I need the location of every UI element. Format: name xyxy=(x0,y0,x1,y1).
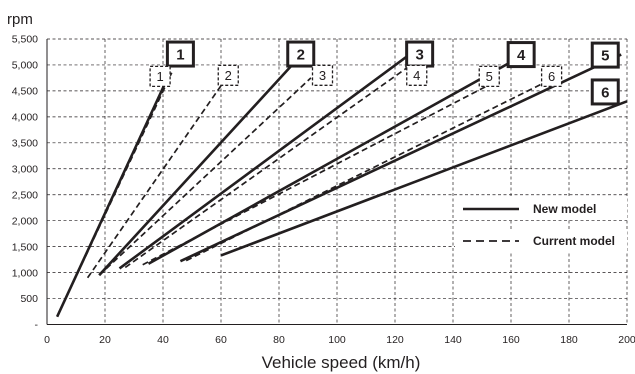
legend: New model Current model xyxy=(455,198,627,251)
series-lines xyxy=(55,53,628,318)
gear-badge-label: 4 xyxy=(413,68,420,83)
x-tick-label: 20 xyxy=(99,334,111,346)
x-tick-label: 40 xyxy=(157,334,169,346)
current-model-gear-4-line xyxy=(124,65,410,269)
x-tick-label: 140 xyxy=(444,334,462,346)
current-model-gear-6-line xyxy=(185,79,550,262)
axes xyxy=(46,39,627,325)
current-model-gear-4-badge: 4 xyxy=(406,64,428,86)
x-tick-label: 160 xyxy=(502,334,520,346)
gear-badge-box xyxy=(540,65,563,88)
gear-badge-box xyxy=(286,40,316,68)
gear-badge-label: 4 xyxy=(517,47,526,64)
gear-badge-label: 5 xyxy=(601,48,609,65)
gear-badge-box xyxy=(478,65,500,88)
x-tick-label: 180 xyxy=(560,334,578,346)
gear-badge-label: 2 xyxy=(297,47,305,64)
new-model-gear-4-badge: 4 xyxy=(506,41,536,69)
current-model-gear-5-badge: 5 xyxy=(478,65,500,88)
current-model-gear-6-badge: 6 xyxy=(540,65,563,88)
legend-background xyxy=(455,198,627,219)
gear-badge-label: 2 xyxy=(225,68,232,83)
new-model-gear-5-line xyxy=(179,53,622,263)
new-model-gear-2-line xyxy=(98,56,301,277)
x-axis-label: Vehicle speed (km/h) xyxy=(262,353,421,372)
legend-entry-label: Current model xyxy=(533,234,615,248)
y-tick-label: 1,500 xyxy=(12,241,38,253)
new-model-gear-3-badge: 3 xyxy=(405,40,435,68)
y-tick-labels: - 500 1,000 1,500 2,000 2,500 3,000 3,500 4,000 4… xyxy=(12,34,39,332)
x-tick-label: 60 xyxy=(215,334,227,346)
y-tick-label: 4,500 xyxy=(12,86,38,98)
current-model-gear-2-line xyxy=(86,85,222,279)
y-tick-label: 2,000 xyxy=(12,215,38,227)
x-tick-label: 200 xyxy=(618,334,635,346)
y-tick-label: 5,500 xyxy=(12,34,38,46)
x-tick-labels: 0 20 40 60 80 100 120 140 160 180 200 xyxy=(44,334,635,346)
y-tick-label: 2,500 xyxy=(12,189,38,201)
y-tick-label: 3,000 xyxy=(12,163,38,175)
legend-entry-label: New model xyxy=(533,202,596,216)
current-model-gear-1-line xyxy=(56,72,173,318)
gear-badge-box xyxy=(590,78,620,106)
new-model-gear-2-badge: 2 xyxy=(286,40,316,68)
current-model-gear-3-badge: 3 xyxy=(311,64,334,86)
gear-badge-label: 3 xyxy=(415,47,423,64)
new-model-gear-5-badge: 5 xyxy=(590,41,620,69)
x-tick-label: 0 xyxy=(44,334,50,346)
x-tick-label: 80 xyxy=(273,334,285,346)
gear-badge-label: 3 xyxy=(319,68,326,83)
current-model-gear-5-line xyxy=(142,78,500,266)
gear-badge-box xyxy=(217,64,239,86)
gear-badge-label: 5 xyxy=(486,69,493,84)
y-tick-label: 500 xyxy=(20,293,38,305)
y-tick-label: 5,000 xyxy=(12,60,38,72)
new-model-gear-6-line xyxy=(220,100,628,257)
legend-background xyxy=(455,230,627,251)
gear-badge-box xyxy=(165,40,195,68)
y-tick-label: 1,000 xyxy=(12,267,38,279)
x-tick-label: 100 xyxy=(328,334,346,346)
gear-badge-box xyxy=(405,40,435,68)
gear-badge-box xyxy=(149,65,171,88)
current-model-gear-1-badge: 1 xyxy=(149,65,171,88)
grid xyxy=(47,38,628,325)
new-model-gear-6-badge: 6 xyxy=(590,78,620,106)
gear-badge-label: 1 xyxy=(176,47,184,64)
y-tick-label: 3,500 xyxy=(12,138,38,150)
gear-badge-label: 6 xyxy=(548,69,555,84)
gear-badge-box xyxy=(590,41,620,69)
gear-badge-box xyxy=(506,41,536,69)
x-tick-label: 120 xyxy=(386,334,404,346)
y-tick-label: - xyxy=(35,319,39,331)
gear-badge-label: 1 xyxy=(156,69,163,84)
new-model-gear-3-line xyxy=(118,53,411,270)
current-model-gear-3-line xyxy=(98,77,312,276)
y-tick-label: 4,000 xyxy=(12,112,38,124)
gear-badge-label: 6 xyxy=(601,84,609,101)
gear-labels: 1 2 3 4 561 2 3 4 5 6 xyxy=(149,40,620,106)
gear-badge-box xyxy=(406,64,428,86)
y-axis-label: rpm xyxy=(7,11,33,28)
gear-badge-box xyxy=(311,64,334,86)
new-model-gear-1-badge: 1 xyxy=(165,40,195,68)
current-model-gear-2-badge: 2 xyxy=(217,64,239,86)
